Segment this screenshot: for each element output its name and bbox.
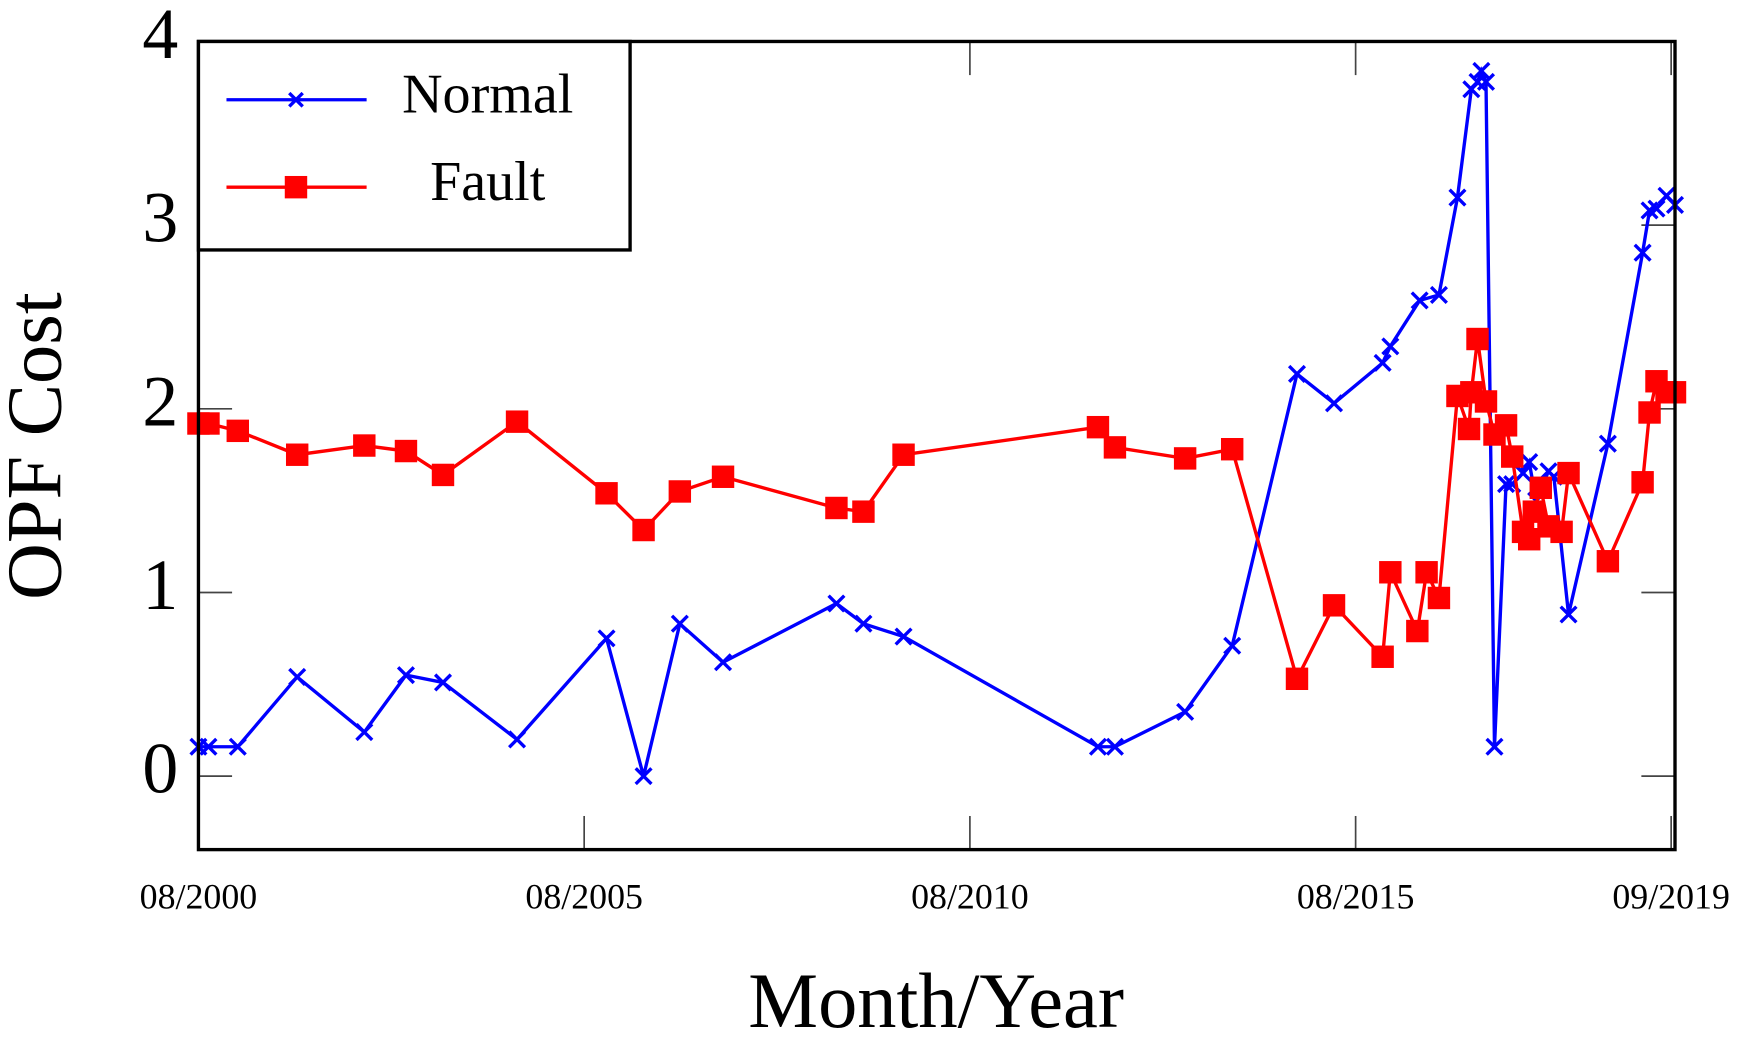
marker: [894, 627, 913, 646]
marker: [1406, 619, 1429, 643]
x-tick-label: 08/2010: [911, 876, 1029, 916]
x-axis-label: Month/Year: [748, 957, 1124, 1044]
marker: [825, 496, 848, 520]
marker: [1501, 445, 1524, 468]
marker: [199, 737, 218, 756]
marker: [1596, 550, 1620, 573]
marker: [1105, 737, 1124, 756]
y-axis-label: OPF Cost: [0, 292, 78, 600]
marker: [285, 443, 309, 466]
series: [189, 61, 1685, 786]
marker: [634, 767, 653, 786]
marker: [1381, 337, 1400, 356]
marker: [226, 419, 249, 443]
marker: [597, 629, 616, 648]
y-tick-label: 0: [142, 729, 178, 809]
marker: [1373, 353, 1392, 372]
marker: [1474, 390, 1498, 413]
y-tick-label: 4: [142, 0, 178, 74]
marker: [1086, 415, 1110, 439]
marker: [1427, 586, 1451, 610]
marker: [355, 723, 374, 742]
marker: [228, 737, 247, 756]
marker: [670, 614, 689, 633]
marker: [508, 730, 527, 749]
marker: [1633, 243, 1652, 262]
marker: [1429, 285, 1448, 304]
marker: [1529, 476, 1552, 499]
marker: [595, 482, 618, 505]
marker: [1371, 645, 1394, 668]
marker: [1466, 327, 1489, 351]
marker: [1088, 737, 1107, 756]
legend-box: [196, 39, 632, 252]
marker: [1550, 520, 1573, 544]
legend-marker: [288, 91, 304, 108]
marker: [353, 434, 376, 457]
marker: [711, 465, 735, 488]
marker: [197, 412, 220, 435]
x-tick-label: 09/2019: [1612, 876, 1730, 916]
marker: [1220, 438, 1244, 461]
marker: [1379, 561, 1402, 584]
marker: [713, 653, 733, 672]
marker: [892, 443, 915, 466]
marker: [1322, 594, 1346, 617]
y-tick-label: 3: [142, 178, 178, 258]
marker: [1598, 434, 1617, 453]
marker: [505, 410, 529, 433]
marker: [1176, 702, 1195, 721]
y-tick-label: 2: [142, 361, 178, 441]
marker: [1448, 188, 1467, 207]
plot-frame: [196, 39, 1677, 852]
marker: [1520, 453, 1539, 472]
legend-label: Normal: [402, 64, 573, 126]
marker: [827, 594, 846, 613]
marker: [1472, 61, 1491, 80]
marker: [854, 614, 873, 633]
x-tick-label: 08/2000: [140, 876, 258, 916]
marker: [1415, 561, 1438, 584]
series: [187, 327, 1687, 691]
marker: [1324, 394, 1344, 413]
marker: [1559, 605, 1578, 624]
marker: [433, 673, 453, 692]
x-tick-label: 08/2005: [525, 876, 643, 916]
marker: [1638, 401, 1661, 424]
marker: [632, 518, 655, 542]
legend-label: Fault: [430, 151, 546, 213]
legend-marker: [284, 175, 308, 199]
x-tick-label: 08/2015: [1297, 876, 1415, 916]
marker: [668, 480, 692, 503]
marker: [1287, 364, 1307, 383]
marker: [1457, 417, 1481, 441]
marker: [396, 666, 416, 685]
marker: [1494, 414, 1518, 437]
marker: [1517, 528, 1541, 551]
marker: [288, 667, 307, 686]
marker: [1513, 464, 1533, 483]
marker: [1485, 737, 1504, 756]
marker: [1476, 72, 1496, 91]
y-tick-label: 1: [142, 545, 178, 625]
marker: [1173, 447, 1197, 470]
marker: [1410, 291, 1429, 310]
marker: [1285, 667, 1309, 691]
marker: [852, 500, 875, 523]
marker: [394, 439, 418, 463]
marker: [1497, 475, 1516, 494]
marker: [431, 463, 455, 487]
marker: [1223, 636, 1242, 655]
marker: [1103, 436, 1127, 459]
marker: [1557, 461, 1580, 485]
marker: [1631, 471, 1654, 494]
marker: [1647, 199, 1666, 218]
